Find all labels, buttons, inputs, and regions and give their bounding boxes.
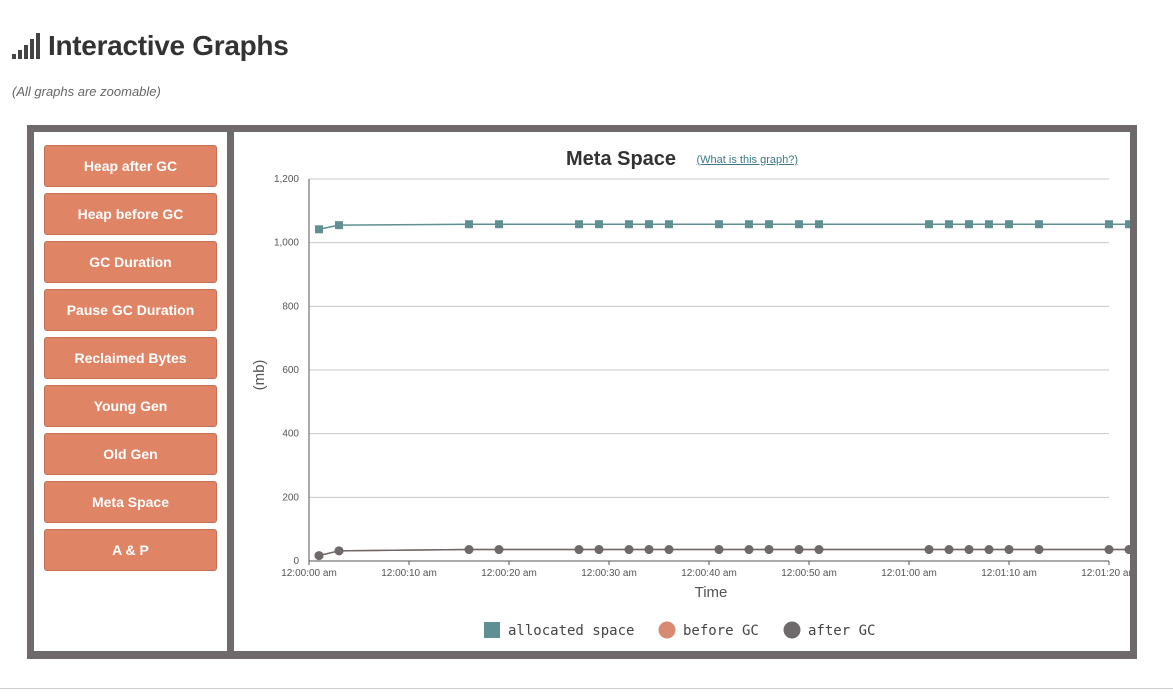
data-point [985,220,993,229]
heap-after-gc-button[interactable]: Heap after GC [44,145,217,187]
x-axis-title: Time [695,584,728,601]
data-point [795,220,803,229]
data-point [925,220,933,229]
y-tick-label: 1,200 [274,174,299,185]
data-point [1035,220,1043,229]
data-point [465,220,473,229]
x-tick-label: 12:01:00 am [881,568,937,579]
x-tick-label: 12:00:20 am [481,568,537,579]
data-point [334,546,344,556]
legend-circle-icon [783,621,801,639]
page-header: Interactive Graphs [12,26,289,66]
data-point [315,225,323,234]
data-point [744,545,754,555]
x-tick-label: 12:00:40 am [681,568,737,579]
page-subtitle: (All graphs are zoomable) [12,84,161,99]
legend-circle-icon [658,621,676,639]
graphs-frame: Heap after GC Heap before GC GC Duration… [27,125,1137,659]
y-tick-label: 600 [282,365,299,376]
x-tick-label: 12:01:10 am [981,568,1037,579]
meta-space-chart[interactable]: 0 200 400 600 800 1,000 1,200 12:00:00 am 12:00:… [234,132,1130,651]
x-tick-label: 12:00:00 am [281,568,337,579]
y-tick-label: 800 [282,301,299,312]
x-tick-label: 12:00:10 am [381,568,437,579]
data-point [815,220,823,229]
a-and-p-button[interactable]: A & P [44,529,217,571]
data-point [1005,220,1013,229]
y-tick-label: 1,000 [274,238,299,249]
data-point [594,545,604,555]
y-tick-label: 0 [293,556,299,567]
data-point [1004,545,1014,555]
data-point [714,545,724,555]
data-point [625,220,633,229]
data-point [575,220,583,229]
data-point [745,220,753,229]
data-point [494,545,504,555]
x-tick-label: 12:01:20 am [1081,568,1130,579]
data-point [464,545,474,555]
young-gen-button[interactable]: Young Gen [44,385,217,427]
chart-panel[interactable]: 0 200 400 600 800 1,000 1,200 12:00:00 am 12:00:… [234,132,1130,651]
data-point [314,551,324,561]
legend-label: before GC [683,623,759,639]
data-point [765,220,773,229]
page-title: Interactive Graphs [48,30,289,61]
y-tick-label: 400 [282,429,299,440]
data-point [984,545,994,555]
chart-header: Meta Space (What is this graph?) [234,148,1130,171]
data-point [945,220,953,229]
legend-square-icon [484,622,500,638]
data-point [965,220,973,229]
x-tick-label: 12:00:50 am [781,568,837,579]
data-point [1104,545,1114,555]
y-tick-label: 200 [282,492,299,503]
signal-bars-icon [12,33,40,59]
data-point [1124,545,1130,555]
legend-label: allocated space [508,623,634,639]
meta-space-button[interactable]: Meta Space [44,481,217,523]
data-point [1125,220,1130,229]
old-gen-button[interactable]: Old Gen [44,433,217,475]
data-point [924,545,934,555]
legend-label: after GC [808,623,875,639]
chart-title: Meta Space [566,148,677,170]
reclaimed-bytes-button[interactable]: Reclaimed Bytes [44,337,217,379]
heap-before-gc-button[interactable]: Heap before GC [44,193,217,235]
data-point [574,545,584,555]
data-point [964,545,974,555]
data-point [794,545,804,555]
data-point [495,220,503,229]
data-point [645,220,653,229]
data-point [664,545,674,555]
x-tick-label: 12:00:30 am [581,568,637,579]
data-point [595,220,603,229]
bottom-divider [0,688,1173,689]
data-point [665,220,673,229]
data-point [624,545,634,555]
data-point [1034,545,1044,555]
data-point [335,221,343,230]
data-point [715,220,723,229]
data-point [764,545,774,555]
data-point [814,545,824,555]
what-is-this-graph-link[interactable]: (What is this graph?) [696,153,798,166]
y-axis-title: (mb) [251,360,268,391]
pause-gc-duration-button[interactable]: Pause GC Duration [44,289,217,331]
graph-menu: Heap after GC Heap before GC GC Duration… [34,132,227,651]
data-point [644,545,654,555]
data-point [944,545,954,555]
data-point [1105,220,1113,229]
gc-duration-button[interactable]: GC Duration [44,241,217,283]
